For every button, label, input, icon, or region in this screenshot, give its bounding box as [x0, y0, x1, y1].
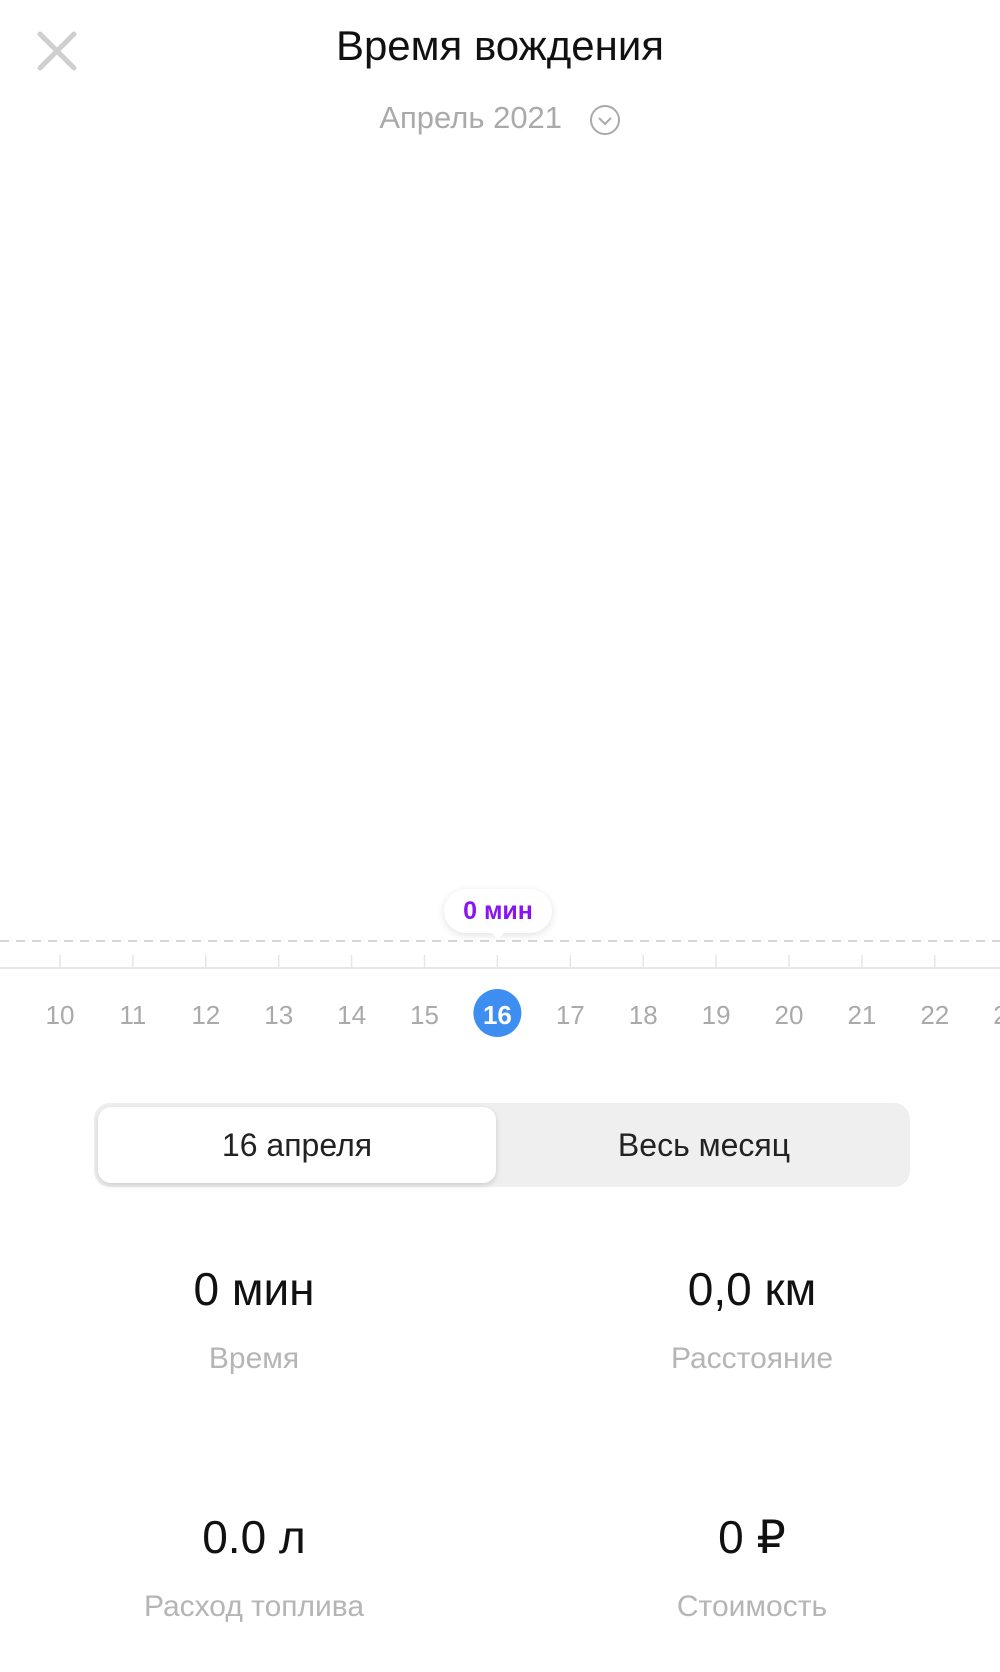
stat-value: 0 ₽ — [718, 1511, 786, 1563]
x-tick-label-21[interactable]: 21 — [847, 1000, 876, 1030]
period-segmented-control: 16 апреля Весь месяц — [94, 1103, 910, 1187]
stat-value: 0.0 л — [202, 1511, 306, 1563]
close-icon[interactable] — [34, 28, 80, 74]
x-tick-label-17[interactable]: 17 — [556, 1000, 585, 1030]
x-tick-label-16[interactable]: 16 — [483, 1000, 512, 1030]
x-tick-label-13[interactable]: 13 — [264, 1000, 293, 1030]
x-tick-label-23[interactable]: 23 — [993, 1000, 1000, 1030]
x-tick-label-22[interactable]: 22 — [920, 1000, 949, 1030]
x-tick-label-18[interactable]: 18 — [629, 1000, 658, 1030]
stat-fuel: 0.0 л Расход топлива — [44, 1510, 464, 1624]
x-tick-label-11[interactable]: 11 — [119, 1000, 146, 1030]
segment-month[interactable]: Весь месяц — [617, 1127, 791, 1163]
x-tick-label-19[interactable]: 19 — [702, 1000, 731, 1030]
stat-value: 0,0 км — [687, 1263, 817, 1315]
x-tick-label-14[interactable]: 14 — [337, 1000, 366, 1030]
driving-time-chart: 10 11 12 13 14 15 16 17 18 19 20 21 22 23 — [0, 300, 1000, 1037]
period-label: Апрель 2021 — [379, 100, 563, 135]
chevron-down-circle-icon — [589, 104, 620, 135]
page-title: Время вождения — [335, 22, 665, 69]
stat-label: Расстояние — [670, 1342, 834, 1375]
stat-value: 0 мин — [193, 1263, 315, 1315]
stat-distance: 0,0 км Расстояние — [542, 1262, 962, 1376]
period-selector[interactable]: Апрель 2021 — [0, 100, 1000, 136]
stat-cost: 0 ₽ Стоимость — [542, 1510, 962, 1624]
stat-label: Стоимость — [676, 1590, 828, 1623]
x-tick-label-10[interactable]: 10 — [46, 1000, 75, 1030]
x-tick-label-15[interactable]: 15 — [410, 1000, 439, 1030]
x-tick-label-12[interactable]: 12 — [191, 1000, 220, 1030]
stat-time: 0 мин Время — [44, 1262, 464, 1376]
x-tick-label-20[interactable]: 20 — [775, 1000, 804, 1030]
value-tooltip: 0 мин — [444, 889, 552, 939]
stat-label: Расход топлива — [143, 1590, 365, 1623]
segment-day[interactable]: 16 апреля — [98, 1107, 496, 1183]
stat-label: Время — [208, 1342, 300, 1375]
selected-day-marker — [473, 989, 522, 1037]
